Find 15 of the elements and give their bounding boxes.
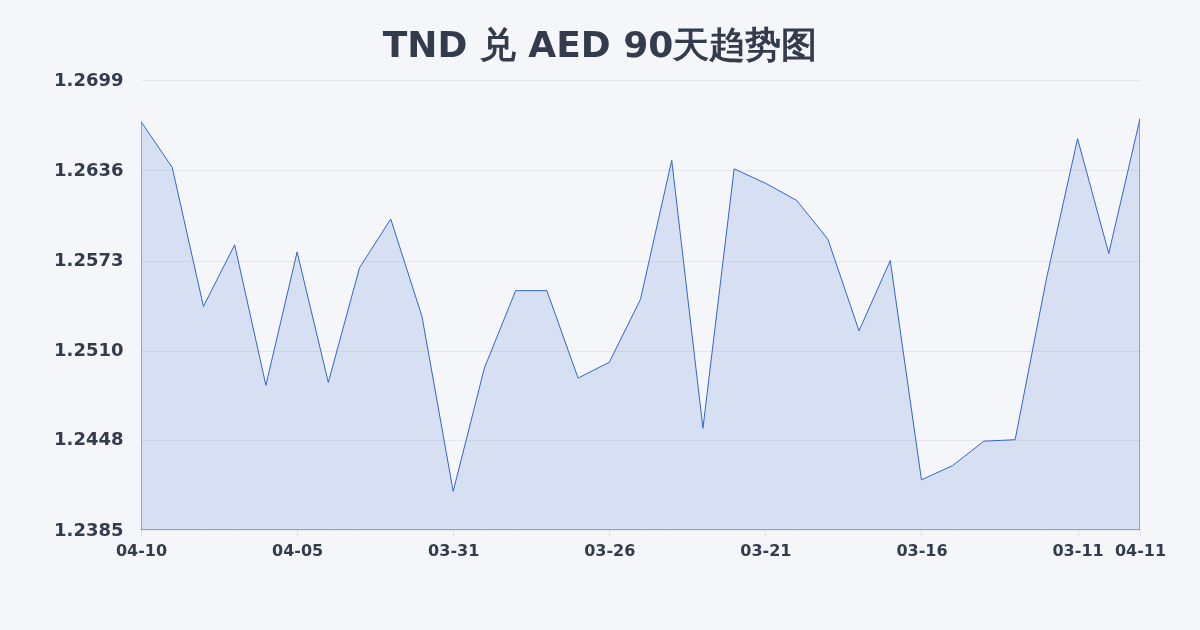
- x-tick-label: 04-10: [115, 540, 168, 560]
- x-tick-label: 03-11: [1052, 540, 1104, 560]
- x-tick-label: 04-11: [1114, 540, 1167, 560]
- x-tick-label: 03-31: [428, 540, 480, 560]
- y-tick-label: 1.2573: [54, 249, 124, 271]
- x-tick-label: 03-21: [740, 540, 792, 560]
- y-tick-label: 1.2510: [54, 339, 124, 361]
- y-tick-label: 1.2699: [54, 68, 124, 90]
- x-tick-label: 03-16: [896, 540, 948, 560]
- x-tick-label: 03-26: [584, 540, 636, 560]
- y-tick-label: 1.2636: [54, 158, 124, 180]
- x-tick-label: 04-05: [272, 540, 324, 560]
- chart-title: TND 兑 AED 90天趋势图: [382, 24, 818, 65]
- y-tick-label: 1.2448: [54, 428, 124, 450]
- y-tick-label: 1.2385: [54, 518, 124, 540]
